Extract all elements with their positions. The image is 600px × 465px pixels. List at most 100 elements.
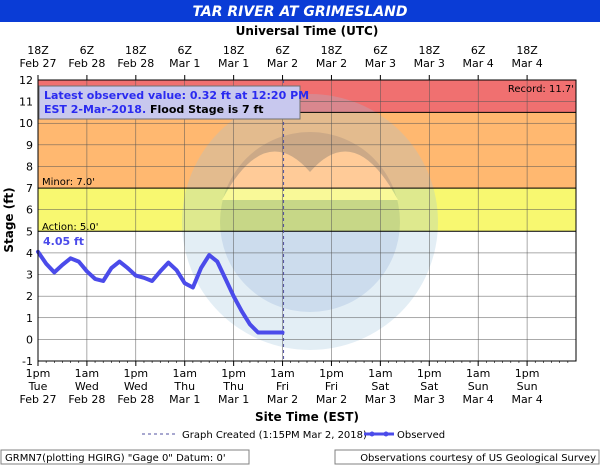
- top-tick-label-1-1: 6Z: [80, 44, 95, 57]
- observed-point-26: [248, 322, 252, 326]
- top-tick-label-8-1: 18Z: [418, 44, 440, 57]
- observed-point-22: [215, 259, 219, 264]
- y-tick-label-10: 9: [26, 139, 33, 152]
- footer-left-box: [0, 449, 250, 465]
- plot-border: [37, 79, 577, 362]
- bottom-tick-label-1-3: Feb 28: [68, 393, 105, 406]
- observed-point-17: [174, 268, 179, 272]
- y-tick-label-7: 6: [26, 204, 33, 217]
- chart-title: TAR RIVER AT GRIMESLAND: [192, 4, 407, 20]
- bottom-tick-label-10-1: 1pm: [515, 367, 540, 380]
- bottom-tick-label-8-2: Sat: [420, 380, 439, 393]
- top-tick-label-7-2: Mar 3: [365, 57, 396, 70]
- observed-point-29: [269, 330, 274, 335]
- observed-point-25: [240, 309, 244, 313]
- y-tick-label-0: -1: [22, 355, 33, 368]
- legend-observed-marker-1: [369, 431, 375, 437]
- info-line-2-flood: Flood Stage is 7 ft: [146, 103, 263, 116]
- noaa-watermark-inner: [220, 132, 400, 312]
- top-tick-label-1-2: Feb 28: [68, 57, 105, 70]
- bottom-tick-label-8-1: 1pm: [417, 367, 442, 380]
- y-tick-label-3: 2: [26, 290, 33, 303]
- y-tick-label-2: 1: [26, 312, 33, 325]
- top-axis-title: Universal Time (UTC): [236, 24, 379, 38]
- bottom-tick-label-9-3: Mar 4: [463, 393, 494, 406]
- top-tick-label-4-2: Mar 1: [218, 57, 249, 70]
- top-tick-label-2-2: Feb 28: [117, 57, 154, 70]
- bottom-tick-label-4-3: Mar 1: [218, 393, 249, 406]
- bottom-tick-label-0-3: Feb 27: [20, 393, 57, 406]
- bottom-tick-label-3-2: Thu: [173, 380, 195, 393]
- info-line-1: Latest observed value: 0.32 ft at 12:20 …: [44, 89, 309, 102]
- bottom-tick-label-3-3: Mar 1: [169, 393, 200, 406]
- top-tick-label-7-1: 6Z: [373, 44, 388, 57]
- info-line-2-date: EST 2-Mar-2018.: [44, 103, 146, 116]
- top-tick-label-10-2: Mar 4: [511, 57, 542, 70]
- bottom-tick-label-2-2: Wed: [124, 380, 148, 393]
- y-axis-title: Stage (ft): [2, 187, 16, 252]
- observed-point-8: [101, 279, 105, 283]
- y-tick-label-12: 11: [19, 96, 33, 109]
- title-bar: [0, 0, 600, 22]
- bottom-tick-label-2-1: 1pm: [123, 367, 148, 380]
- observed-point-10: [117, 259, 122, 264]
- observed-point-1: [44, 262, 48, 266]
- legend-created-label: Graph Created (1:15PM Mar 2, 2018): [182, 430, 367, 441]
- bottom-tick-label-0-1: 1pm: [26, 367, 51, 380]
- bottom-tick-label-5-3: Mar 2: [267, 393, 298, 406]
- top-tick-label-2-1: 18Z: [125, 44, 147, 57]
- minor-label: Minor: 7.0': [42, 177, 95, 188]
- observed-point-23: [223, 277, 228, 281]
- legend-observed-label: Observed: [397, 430, 445, 441]
- top-tick-label-4-1: 18Z: [223, 44, 245, 57]
- top-tick-label-3-1: 6Z: [177, 44, 192, 57]
- info-box: Latest observed value: 0.32 ft at 12:20 …: [38, 85, 309, 120]
- footer-right-box: [334, 449, 600, 465]
- observed-point-13: [142, 276, 146, 280]
- bottom-tick-label-10-2: Sun: [517, 380, 538, 393]
- record-label: Record: 11.7': [508, 84, 574, 95]
- bottom-tick-label-5-1: 1am: [270, 367, 294, 380]
- first-value-label: 4.05 ft: [43, 235, 84, 248]
- bottom-tick-label-0-2: Tue: [28, 380, 48, 393]
- top-tick-label-3-2: Mar 1: [169, 57, 200, 70]
- footer-left-text: GRMN7(plotting HGIRG) "Gage 0" Datum: 0': [5, 453, 226, 464]
- bottom-tick-label-10-3: Mar 4: [511, 393, 542, 406]
- observed-point-7: [93, 277, 97, 281]
- top-tick-label-9-1: 6Z: [471, 44, 486, 57]
- observed-point-5: [77, 259, 81, 264]
- observed-point-14: [150, 279, 154, 283]
- bottom-tick-label-7-1: 1am: [368, 367, 392, 380]
- bottom-tick-label-4-2: Thu: [222, 380, 244, 393]
- bottom-axis-title: Site Time (EST): [255, 410, 359, 424]
- bottom-tick-label-9-2: Sun: [468, 380, 489, 393]
- bottom-tick-label-7-3: Mar 3: [365, 393, 396, 406]
- bottom-tick-label-2-3: Feb 28: [117, 393, 154, 406]
- y-tick-label-9: 8: [26, 160, 33, 173]
- bottom-tick-label-8-3: Mar 3: [414, 393, 445, 406]
- top-tick-label-5-2: Mar 2: [267, 57, 298, 70]
- observed-point-19: [191, 285, 195, 290]
- y-tick-label-11: 10: [19, 117, 33, 130]
- legend-observed-marker-2: [383, 431, 389, 437]
- observed-point-12: [134, 274, 138, 278]
- observed-point-21: [207, 253, 211, 257]
- observed-point-9: [109, 266, 113, 270]
- noaa-watermark-disc: [182, 94, 438, 350]
- bottom-tick-label-5-2: Fri: [276, 380, 289, 393]
- observed-point-28: [264, 330, 268, 335]
- top-tick-label-6-2: Mar 2: [316, 57, 347, 70]
- top-tick-label-8-2: Mar 3: [414, 57, 445, 70]
- bottom-tick-label-1-1: 1am: [75, 367, 99, 380]
- observed-point-27: [256, 330, 260, 335]
- y-tick-label-8: 7: [26, 182, 33, 195]
- footer-right-text: Observations courtesy of US Geological S…: [360, 453, 596, 464]
- observed-point-24: [232, 294, 236, 298]
- noaa-watermark-icon: [182, 94, 438, 350]
- observed-point-30: [280, 330, 285, 335]
- top-tick-label-9-2: Mar 4: [463, 57, 494, 70]
- bottom-tick-label-6-3: Mar 2: [316, 393, 347, 406]
- top-tick-label-6-1: 18Z: [321, 44, 343, 57]
- observed-point-20: [199, 266, 203, 270]
